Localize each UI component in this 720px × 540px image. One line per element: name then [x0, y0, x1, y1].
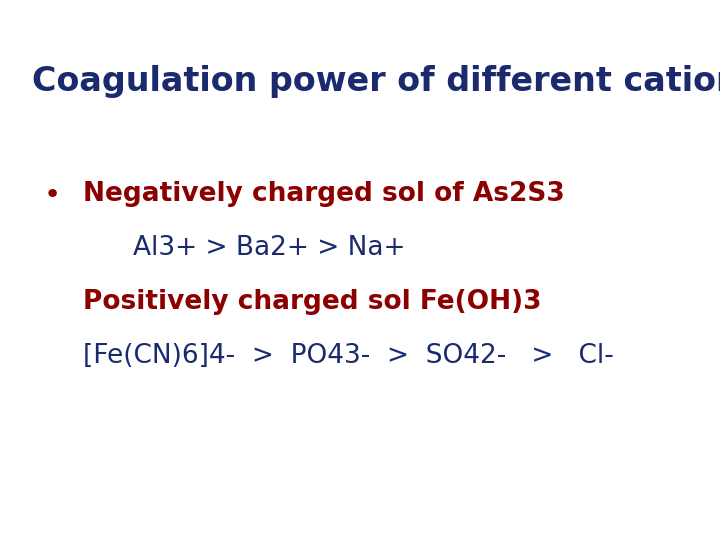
Text: •: • — [43, 181, 60, 209]
Text: Al3+ > Ba2+ > Na+: Al3+ > Ba2+ > Na+ — [133, 235, 405, 261]
Text: Positively charged sol Fe(OH)3: Positively charged sol Fe(OH)3 — [83, 289, 541, 315]
Text: Coagulation power of different cations: Coagulation power of different cations — [32, 65, 720, 98]
Text: [Fe(CN)6]4-  >  PO43-  >  SO42-   >   Cl-: [Fe(CN)6]4- > PO43- > SO42- > Cl- — [83, 343, 613, 369]
Text: Negatively charged sol of As2S3: Negatively charged sol of As2S3 — [83, 181, 564, 207]
